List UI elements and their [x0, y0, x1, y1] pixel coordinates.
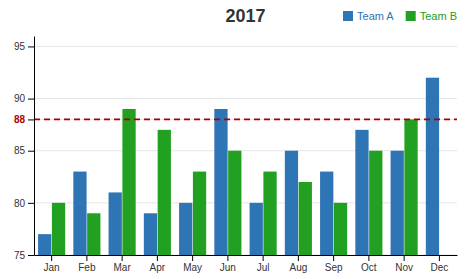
- y-tick-mark: [28, 46, 34, 47]
- series-1: [52, 109, 418, 255]
- x-tick-mark: [122, 255, 123, 261]
- legend-item: Team B: [406, 10, 457, 22]
- y-tick: 85: [14, 145, 34, 156]
- y-tick: 95: [14, 41, 34, 52]
- bar: [193, 172, 206, 255]
- x-tick-mark: [368, 255, 369, 261]
- x-tick-label: Jul: [257, 262, 270, 273]
- grid-line: [34, 46, 457, 47]
- x-tick-mark: [333, 255, 334, 261]
- x-tick-mark: [192, 255, 193, 261]
- bar: [426, 78, 439, 255]
- bar: [299, 182, 312, 255]
- y-tick: 90: [14, 93, 34, 104]
- bar: [369, 151, 382, 255]
- x-tick: Aug: [289, 255, 307, 273]
- x-tick-label: Jun: [220, 262, 236, 273]
- y-tick-mark: [28, 99, 34, 100]
- chart: 75 80 85 88 90 95 Jan Feb Mar Apr May Jun Jul Aug Sep O…: [0, 0, 469, 279]
- grid: [34, 46, 457, 255]
- x-tick: Jun: [220, 255, 236, 273]
- x-tick-label: Dec: [430, 262, 448, 273]
- bar: [320, 172, 333, 255]
- title: 2017: [225, 6, 265, 26]
- bar: [214, 109, 227, 255]
- y-tick-label: 88: [14, 114, 26, 125]
- y-tick-mark: [28, 203, 34, 204]
- y-tick-label: 95: [14, 41, 26, 52]
- x-tick: Sep: [325, 255, 343, 273]
- bar: [391, 151, 404, 255]
- x-tick: Mar: [114, 255, 132, 273]
- grid-line: [34, 98, 457, 99]
- marks: [34, 78, 457, 255]
- x-tick: Nov: [395, 255, 413, 273]
- bar: [38, 234, 51, 255]
- y-tick-mark: [28, 119, 34, 120]
- x-tick-label: Feb: [78, 262, 96, 273]
- reference-line: [34, 119, 457, 121]
- legend-label: Team B: [420, 10, 457, 22]
- x-tick: Jul: [257, 255, 270, 273]
- x-tick: Jan: [44, 255, 60, 273]
- x-tick-label: May: [183, 262, 202, 273]
- plot-area: 75 80 85 88 90 95 Jan Feb Mar Apr May Jun Jul Aug Sep O…: [14, 37, 458, 274]
- bar: [355, 130, 368, 255]
- x-tick-mark: [404, 255, 405, 261]
- x-tick-label: Mar: [114, 262, 132, 273]
- y-tick-label: 75: [14, 250, 26, 261]
- y-axis: 75 80 85 88 90 95: [14, 37, 35, 261]
- x-tick-label: Jan: [44, 262, 60, 273]
- y-tick-label: 80: [14, 198, 26, 209]
- bar: [109, 192, 122, 255]
- y-tick-label: 85: [14, 145, 26, 156]
- bar: [87, 213, 100, 255]
- x-tick-label: Sep: [325, 262, 343, 273]
- x-tick-label: Apr: [150, 262, 166, 273]
- y-tick-mark: [28, 255, 34, 256]
- x-tick-label: Nov: [395, 262, 413, 273]
- legend-swatch: [406, 11, 416, 21]
- x-tick-mark: [263, 255, 264, 261]
- x-tick-mark: [298, 255, 299, 261]
- bar: [52, 203, 65, 255]
- y-tick-label: 90: [14, 93, 26, 104]
- series-0: [38, 78, 439, 255]
- x-tick-mark: [439, 255, 440, 261]
- x-tick-mark: [227, 255, 228, 261]
- legend-item: Team A: [343, 10, 394, 22]
- x-axis: Jan Feb Mar Apr May Jun Jul Aug Sep Oct Nov Dec: [35, 255, 458, 273]
- bar: [404, 119, 417, 255]
- y-tick: 88: [14, 114, 34, 125]
- x-tick: May: [183, 255, 202, 273]
- x-tick-mark: [51, 255, 52, 261]
- bar: [144, 213, 157, 255]
- y-tick-mark: [28, 151, 34, 152]
- x-tick-mark: [157, 255, 158, 261]
- x-tick: Oct: [361, 255, 377, 273]
- bar: [228, 151, 241, 255]
- x-axis-line: [35, 255, 458, 256]
- x-tick: Feb: [78, 255, 96, 273]
- bar: [179, 203, 192, 255]
- y-tick: 80: [14, 198, 34, 209]
- grid-line: [34, 119, 457, 120]
- bar: [73, 172, 86, 255]
- bar: [250, 203, 263, 255]
- y-axis-line: [34, 37, 35, 256]
- x-tick-label: Aug: [289, 262, 307, 273]
- bar: [263, 172, 276, 255]
- legend: Team A Team B: [343, 10, 457, 22]
- legend-swatch: [343, 11, 353, 21]
- bar: [158, 130, 171, 255]
- x-tick-mark: [86, 255, 87, 261]
- y-tick: 75: [14, 250, 34, 261]
- x-tick-label: Oct: [361, 262, 377, 273]
- bar: [122, 109, 135, 255]
- bar: [285, 151, 298, 255]
- x-tick: Dec: [430, 255, 448, 273]
- legend-label: Team A: [357, 10, 394, 22]
- x-tick: Apr: [150, 255, 166, 273]
- bar: [334, 203, 347, 255]
